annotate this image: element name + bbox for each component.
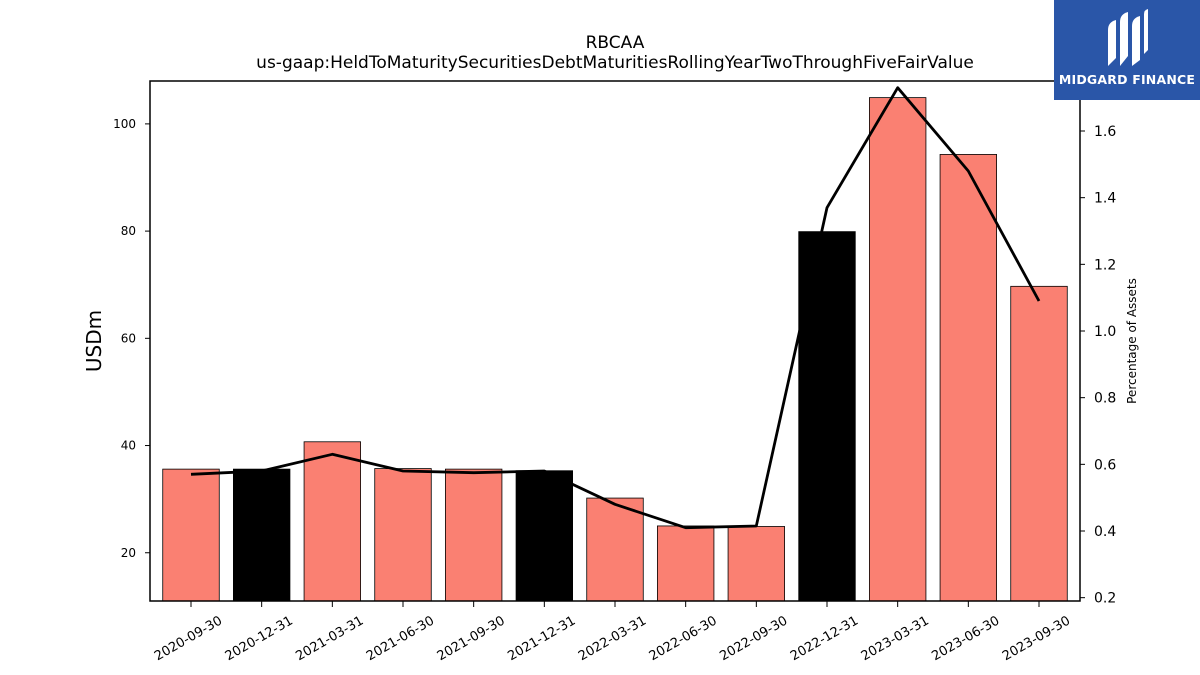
y2-tick-label: 0.8 [1094, 391, 1116, 407]
line-series [190, 86, 1041, 530]
x-axis: 2020-09-302020-12-312021-03-312021-06-30… [152, 601, 1073, 664]
y2-tick-label: 1.4 [1094, 191, 1116, 207]
bars [162, 97, 1068, 602]
y2-tick-label: 1.6 [1094, 124, 1116, 140]
x-tick-label: 2021-06-30 [364, 613, 437, 664]
bar-2021-03-31 [303, 441, 362, 602]
bar-2020-12-31 [232, 468, 291, 602]
x-tick-label: 2021-09-30 [435, 613, 508, 664]
y2-axis: 0.2 0.4 0.6 0.8 1.0 1.2 1.4 1.6 [1080, 124, 1116, 607]
bar-2023-03-31 [869, 97, 927, 602]
x-tick-label: 2020-12-31 [223, 613, 296, 664]
bar-2023-09-30 [1010, 285, 1068, 602]
x-tick-label: 2023-09-30 [1000, 613, 1073, 664]
chart-subtitle: us-gaap:HeldToMaturitySecuritiesDebtMatu… [256, 53, 974, 73]
y2-tick-label: 1.2 [1094, 257, 1116, 273]
bar-2021-12-31 [515, 470, 573, 602]
y2-tick-label: 1.0 [1094, 324, 1116, 340]
x-tick-label: 2023-03-31 [859, 613, 932, 664]
x-tick-label: 2022-09-30 [717, 613, 790, 664]
y2-axis-label: Percentage of Assets [1125, 278, 1139, 404]
y2-tick-label: 0.2 [1094, 591, 1116, 607]
bar-2020-09-30 [162, 468, 220, 602]
logo-mark-icon [1108, 9, 1148, 66]
bar-2021-06-30 [374, 468, 432, 602]
y-tick-label: 100 [113, 117, 136, 131]
y-tick-label: 60 [121, 331, 136, 345]
y-tick-label: 20 [121, 546, 136, 560]
x-tick-label: 2022-06-30 [647, 613, 720, 664]
y2-tick-label: 0.4 [1094, 524, 1116, 540]
x-tick-label: 2021-12-31 [505, 613, 578, 664]
x-tick-label: 2022-03-31 [576, 613, 649, 664]
x-tick-label: 2022-12-31 [788, 613, 861, 664]
bar-2022-06-30 [657, 525, 715, 602]
x-tick-label: 2020-09-30 [152, 613, 225, 664]
bar-2021-09-30 [444, 468, 503, 602]
y-tick-label: 80 [121, 224, 136, 238]
midgard-finance-logo: MIDGARD FINANCE [1054, 0, 1200, 100]
y-axis-label: USDm [82, 310, 106, 372]
y-tick-label: 40 [121, 439, 136, 453]
y2-tick-label: 0.6 [1094, 457, 1116, 473]
y-axis: 20 40 60 80 100 [113, 117, 150, 560]
line-percentage-of-assets [190, 86, 1041, 530]
bar-2022-09-30 [727, 526, 785, 602]
chart-title: RBCAA [586, 33, 645, 53]
bar-2023-06-30 [939, 154, 997, 602]
x-tick-label: 2023-06-30 [929, 613, 1002, 664]
x-tick-label: 2021-03-31 [293, 613, 366, 664]
bar-2022-12-31 [798, 231, 856, 602]
bar-2022-03-31 [586, 497, 644, 602]
logo-text: MIDGARD FINANCE [1058, 72, 1196, 87]
